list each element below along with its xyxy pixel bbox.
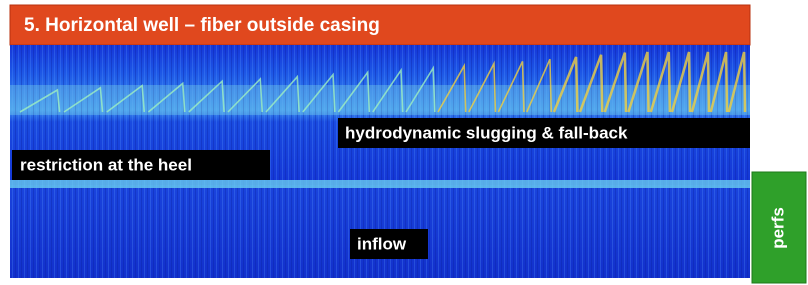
annotation: inflow — [357, 234, 407, 253]
heel-band — [10, 180, 750, 188]
page: 5. Horizontal well – fiber outside casin… — [0, 0, 808, 285]
title: 5. Horizontal well – fiber outside casin… — [24, 15, 380, 36]
annotation: hydrodynamic slugging & fall-back — [345, 123, 628, 142]
side-label: perfs — [768, 207, 787, 249]
slide: 5. Horizontal well – fiber outside casin… — [0, 0, 808, 285]
annotation: restriction at the heel — [20, 155, 192, 174]
